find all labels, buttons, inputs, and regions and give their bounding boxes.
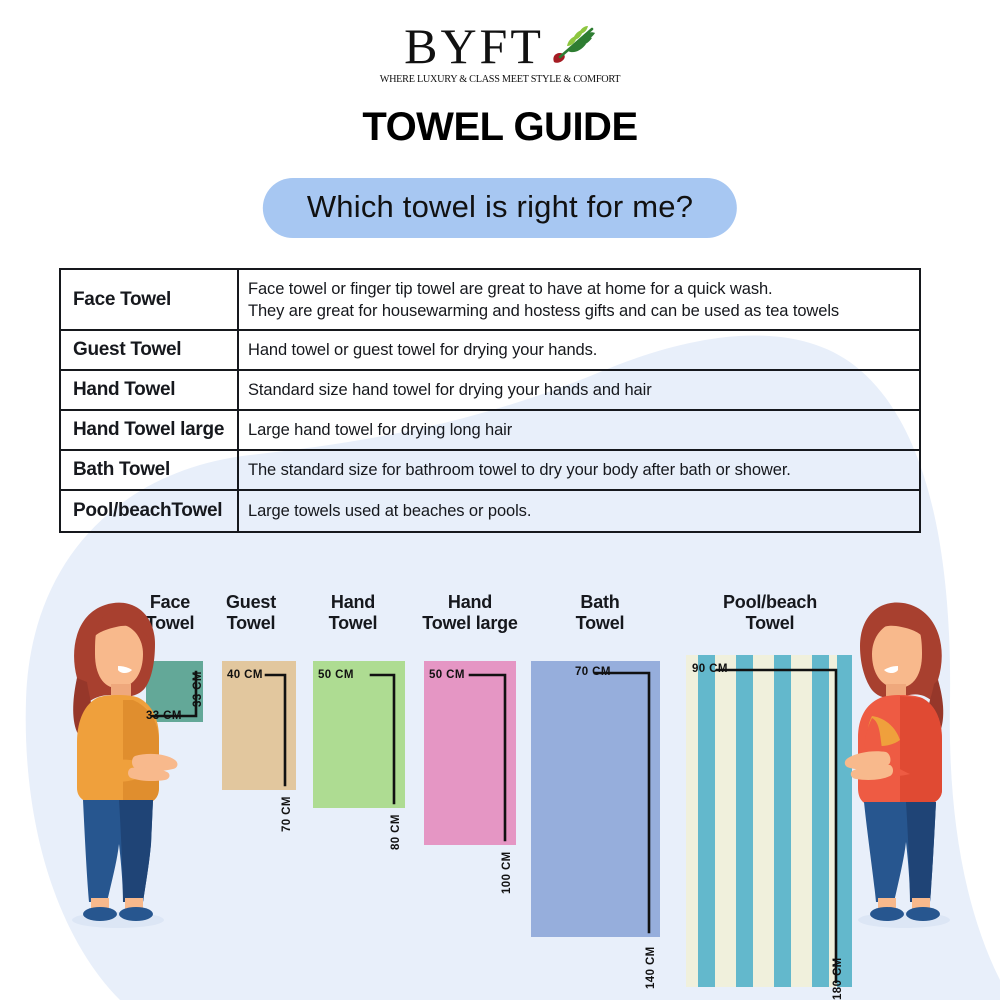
dimension-label-hand-height: 80 CM: [390, 814, 402, 850]
label-line-2: Towel: [745, 613, 795, 633]
table-row: Bath Towel The standard size for bathroo…: [61, 451, 919, 491]
towel-category-label-hand: Hand Towel: [313, 592, 393, 634]
towel-stripe: [812, 655, 829, 987]
towel-name-cell: Hand Towel: [61, 371, 239, 409]
desc-line: Standard size hand towel for drying your…: [248, 381, 652, 399]
dimension-label-pool-width: 90 CM: [692, 663, 728, 675]
towel-stripe: [736, 655, 753, 987]
towel-swatch-pool: [686, 655, 852, 987]
dimension-label-hand-large-width: 50 CM: [429, 669, 465, 681]
table-row: Face Towel Face towel or finger tip towe…: [61, 270, 919, 331]
dimension-label-guest-height: 70 CM: [281, 796, 293, 832]
brand-logo: BYFT WHERE LUXU: [0, 20, 1000, 85]
desc-line: Large towels used at beaches or pools.: [248, 502, 532, 520]
brand-tagline: WHERE LUXURY & CLASS MEET STYLE & COMFOR…: [379, 73, 621, 85]
desc-line: Large hand towel for drying long hair: [248, 421, 513, 439]
desc-line: Face towel or finger tip towel are great…: [248, 279, 773, 298]
leaf-branch-icon: [548, 24, 596, 71]
question-pill: Which towel is right for me?: [262, 178, 738, 238]
towel-category-label-bath: Bath Towel: [560, 592, 640, 634]
dimension-label-bath-height: 140 CM: [645, 946, 657, 989]
label-line-2: Towel: [328, 613, 378, 633]
desc-line: The standard size for bathroom towel to …: [248, 461, 791, 479]
label-line-1: Hand: [330, 592, 376, 612]
towel-name-cell: Pool/beachTowel: [61, 491, 239, 531]
table-row: Hand Towel Standard size hand towel for …: [61, 371, 919, 411]
towel-name-cell: Guest Towel: [61, 331, 239, 369]
towel-stripe: [698, 655, 715, 987]
illustration-woman-right: [844, 602, 950, 928]
label-line-2: Towel: [575, 613, 625, 633]
logo-row: BYFT: [404, 20, 596, 72]
question-text: Which towel is right for me?: [306, 189, 694, 224]
towel-desc-cell: Large hand towel for drying long hair: [239, 411, 919, 449]
page-title: TOWEL GUIDE: [362, 105, 638, 149]
towel-name-cell: Hand Towel large: [61, 411, 239, 449]
towel-desc-cell: The standard size for bathroom towel to …: [239, 451, 919, 489]
dimension-label-pool-height: 180 CM: [832, 957, 844, 1000]
towel-name-cell: Face Towel: [61, 270, 239, 329]
table-row: Pool/beachTowel Large towels used at bea…: [61, 491, 919, 531]
towel-desc-cell: Standard size hand towel for drying your…: [239, 371, 919, 409]
label-line-2: Towel: [226, 613, 276, 633]
towel-swatch-hand: [313, 661, 405, 808]
towel-desc-cell: Hand towel or guest towel for drying you…: [239, 331, 919, 369]
label-line-1: Bath: [580, 592, 620, 612]
towel-desc-cell: Face towel or finger tip towel are great…: [239, 270, 919, 329]
towel-category-label-pool: Pool/beach Towel: [700, 592, 840, 634]
label-line-2: Towel large: [422, 613, 518, 633]
dimension-label-guest-width: 40 CM: [227, 669, 263, 681]
towel-swatch-bath: [531, 661, 660, 937]
table-row: Hand Towel large Large hand towel for dr…: [61, 411, 919, 451]
dimension-label-hand-large-height: 100 CM: [501, 851, 513, 894]
dimension-label-face-height: 33 CM: [192, 671, 204, 707]
towel-desc-cell: Large towels used at beaches or pools.: [239, 491, 919, 531]
towel-name-cell: Bath Towel: [61, 451, 239, 489]
towel-swatch-hand-large: [424, 661, 516, 845]
dimension-label-hand-width: 50 CM: [318, 669, 354, 681]
label-line-1: Guest: [225, 592, 276, 612]
dimension-label-bath-width: 70 CM: [575, 666, 611, 678]
label-line-1: Pool/beach: [722, 592, 818, 612]
desc-line: They are great for housewarming and host…: [248, 301, 840, 320]
desc-line: Hand towel or guest towel for drying you…: [248, 341, 598, 359]
illustration-woman-left: [72, 602, 178, 928]
table-row: Guest Towel Hand towel or guest towel fo…: [61, 331, 919, 371]
dimension-label-face-width: 33 CM: [146, 710, 182, 722]
towel-stripe: [774, 655, 791, 987]
brand-wordmark: BYFT: [404, 18, 544, 74]
towel-category-label-guest: Guest Towel: [211, 592, 291, 634]
towel-description-table: Face Towel Face towel or finger tip towe…: [59, 268, 921, 533]
towel-category-label-hand-large: Hand Towel large: [405, 592, 535, 634]
label-line-1: Hand: [447, 592, 493, 612]
